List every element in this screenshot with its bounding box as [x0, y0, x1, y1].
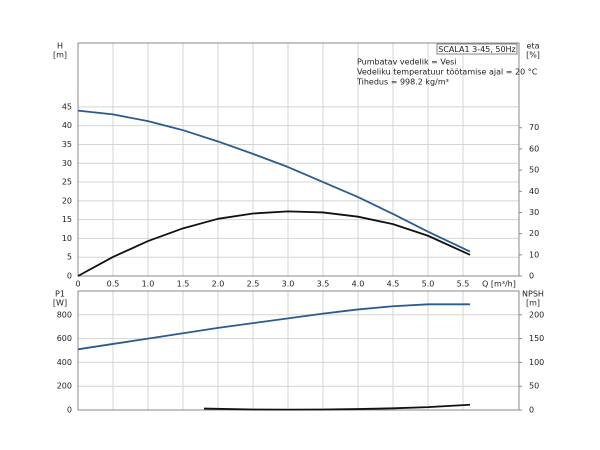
x-tick-label: 1.5	[177, 280, 190, 289]
series-line	[77, 210, 471, 277]
y-tick-label: 200	[57, 382, 72, 391]
y-tick-label: 0	[67, 406, 72, 415]
annotation: Tihedus = 998.2 kg/m³	[356, 78, 449, 87]
y-tick-label: 25	[62, 178, 72, 187]
y-axis-label: P1	[55, 290, 65, 299]
x-tick-label: 3.0	[282, 280, 295, 289]
y-tick-label: 0	[67, 272, 72, 281]
x-tick-label: 0	[75, 280, 80, 289]
y2-tick-label: 40	[529, 187, 539, 196]
series-line	[203, 403, 471, 411]
y-axis-unit: [m]	[53, 51, 67, 60]
y-tick-label: 45	[62, 102, 72, 111]
x-tick-label: 5.0	[422, 280, 435, 289]
x-tick-label: 2.0	[212, 280, 225, 289]
y-axis-unit: [W]	[53, 299, 67, 308]
y2-tick-label: 200	[529, 310, 544, 319]
x-tick-label: 5.5	[457, 280, 470, 289]
annotation: Vedeliku temperatuur töötamise ajal = 20…	[357, 68, 538, 77]
y-tick-label: 600	[57, 334, 72, 343]
y2-tick-label: 30	[529, 208, 539, 217]
plot-frame	[77, 290, 520, 411]
annotation: Pumbatav vedelik = Vesi	[357, 58, 457, 67]
series-line	[77, 303, 470, 351]
y2-tick-label: 70	[529, 123, 539, 132]
x-tick-label: 4.5	[387, 280, 400, 289]
x-tick-label: 3.5	[317, 280, 330, 289]
y2-tick-label: 0	[529, 272, 534, 281]
title-box	[436, 43, 518, 55]
plot-frame	[77, 42, 520, 277]
x-tick-label: 0.5	[107, 280, 120, 289]
y2-tick-label: 50	[529, 382, 539, 391]
y-tick-label: 5	[67, 253, 72, 262]
y2-axis-label: eta	[527, 42, 540, 51]
y-tick-label: 30	[62, 159, 72, 168]
y2-axis-unit: [m]	[526, 299, 540, 308]
x-tick-label: 2.5	[247, 280, 260, 289]
x-tick-label: 1.0	[142, 280, 155, 289]
y2-tick-label: 10	[529, 250, 539, 259]
series-line	[77, 109, 471, 253]
x-axis-label: Q [m³/h]	[482, 280, 516, 289]
y2-tick-label: 150	[529, 334, 544, 343]
y2-tick-label: 0	[529, 406, 534, 415]
chart-title: SCALA1 3-45, 50Hz	[438, 45, 516, 54]
y2-axis-unit: [%]	[526, 51, 540, 60]
y2-tick-label: 100	[529, 358, 544, 367]
y2-tick-label: 20	[529, 229, 539, 238]
y2-axis-label: NPSH	[522, 290, 544, 299]
y-tick-label: 800	[57, 310, 72, 319]
y-axis-label: H	[57, 42, 63, 51]
y-tick-label: 400	[57, 358, 72, 367]
y2-tick-label: 50	[529, 166, 539, 175]
y-tick-label: 35	[62, 140, 72, 149]
y2-tick-label: 60	[529, 144, 539, 153]
y-tick-label: 20	[62, 196, 72, 205]
x-tick-label: 4.0	[352, 280, 365, 289]
y-tick-label: 15	[62, 215, 72, 224]
y-tick-label: 10	[62, 234, 72, 243]
y-tick-label: 40	[62, 121, 72, 130]
